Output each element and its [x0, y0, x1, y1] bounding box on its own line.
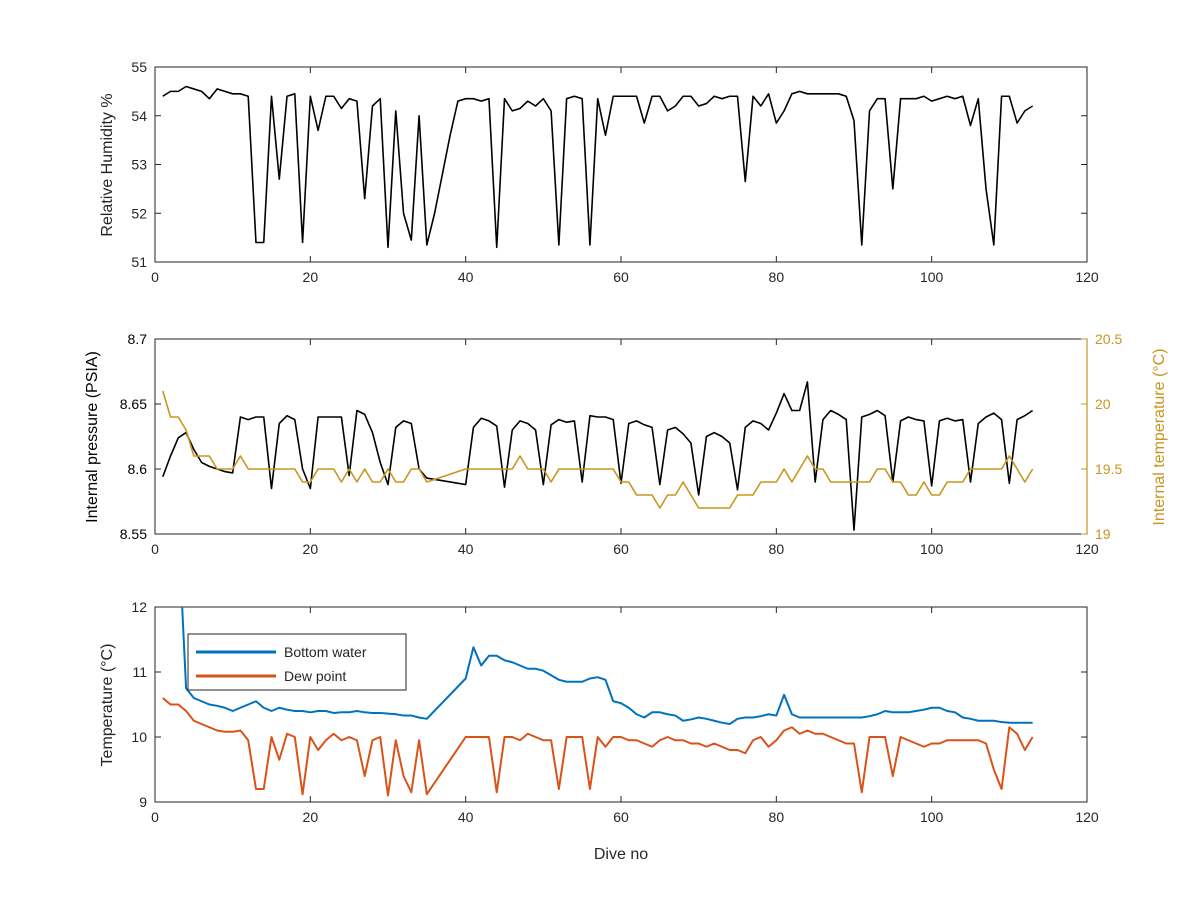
right-ytick-label: 20.5 — [1095, 331, 1122, 347]
pressure-ytick-label: 8.65 — [120, 396, 147, 412]
pressure-series-1-line — [162, 390, 1034, 509]
temperature-ytick-label: 9 — [139, 794, 147, 810]
temperature-panel: Temperature (°C) Dive no 0 20 40 60 80 100 120… — [99, 599, 1099, 863]
legend-box — [187, 633, 407, 691]
temperature-ytick-label: 11 — [132, 664, 147, 680]
pressure-xtick-label: 40 — [458, 541, 474, 557]
humidity-ytick-label: 55 — [131, 59, 147, 75]
temperature-xtick-label: 40 — [458, 809, 474, 825]
humidity-ytick-label: 51 — [131, 254, 147, 270]
humidity-xtick-label: 80 — [769, 269, 785, 285]
temperature-xtick-label: 60 — [613, 809, 629, 825]
temperature-xlabel: Dive no — [594, 846, 648, 863]
humidity-xtick-label: 100 — [920, 269, 944, 285]
humidity-ylabel: Relative Humidity % — [99, 93, 116, 236]
pressure-xtick-label: 20 — [303, 541, 319, 557]
pressure-xtick-label: 80 — [769, 541, 785, 557]
humidity-xtick-label: 120 — [1075, 269, 1099, 285]
bottom-water-line — [181, 607, 1033, 725]
humidity-xtick-label: 0 — [151, 269, 159, 285]
temperature-ylabel: Temperature (°C) — [99, 644, 116, 767]
humidity-xtick-label: 60 — [613, 269, 629, 285]
temperature-xtick-label: 20 — [303, 809, 319, 825]
temperature-xtick-label: 120 — [1075, 809, 1099, 825]
humidity-series-0-line — [162, 85, 1034, 249]
humidity-ytick-label: 54 — [131, 108, 147, 124]
humidity-ytick-label: 53 — [131, 157, 147, 173]
humidity-xtick-label: 20 — [303, 269, 319, 285]
dew-point-line — [162, 697, 1034, 797]
humidity-ytick-label: 52 — [131, 205, 147, 221]
pressure-ytick-label: 8.55 — [120, 526, 147, 542]
pressure-xtick-label: 0 — [151, 541, 159, 557]
pressure-ytick-label: 8.7 — [128, 331, 148, 347]
temperature-xtick-label: 80 — [769, 809, 785, 825]
pressure-ytick-label: 8.6 — [128, 461, 148, 477]
legend-label-dew-point: Dew point — [284, 668, 346, 684]
pressure-xtick-label: 120 — [1075, 541, 1099, 557]
right-ytick-label: 20 — [1095, 396, 1111, 412]
internal-temperature-ylabel: Internal temperature (°C) — [1151, 348, 1168, 525]
right-ytick-label: 19.5 — [1095, 461, 1122, 477]
temperature-xtick-label: 0 — [151, 809, 159, 825]
humidity-panel: Relative Humidity % 0 20 40 60 80 100 120 51 52 5… — [99, 59, 1099, 285]
humidity-xtick-label: 40 — [458, 269, 474, 285]
legend-label-bottom-water: Bottom water — [284, 644, 367, 660]
temperature-xtick-label: 100 — [920, 809, 944, 825]
pressure-xtick-label: 60 — [613, 541, 629, 557]
pressure-xtick-label: 100 — [920, 541, 944, 557]
temperature-ytick-label: 12 — [131, 599, 147, 615]
pressure-panel: Internal pressure (PSIA) Internal temper… — [84, 331, 1168, 557]
pressure-ylabel: Internal pressure (PSIA) — [84, 351, 101, 523]
temperature-ytick-label: 10 — [131, 729, 147, 745]
right-ytick-label: 19 — [1095, 526, 1111, 542]
